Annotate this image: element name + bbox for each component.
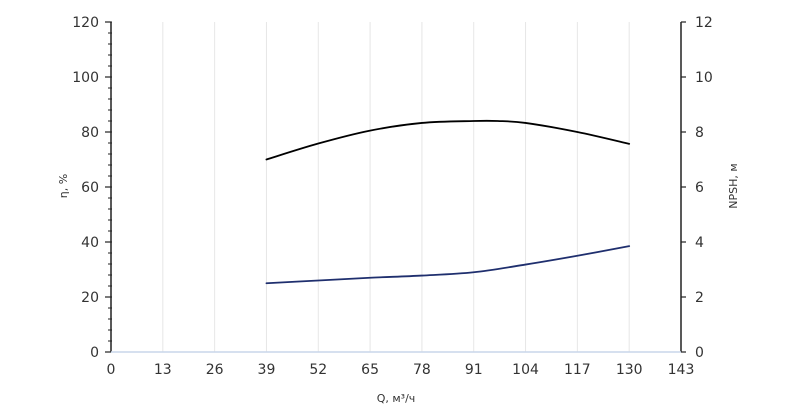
x-tick-label: 65 <box>361 362 379 378</box>
x-tick-label: 26 <box>206 362 224 378</box>
x-tick-label: 78 <box>413 362 431 378</box>
axes <box>105 21 686 353</box>
efficiency-curve <box>265 119 631 161</box>
x-tick-label: 52 <box>309 362 327 378</box>
y-tick-label: 0 <box>90 345 99 361</box>
y2-tick-label: 8 <box>695 125 704 141</box>
y-tick-label: 120 <box>72 15 99 31</box>
npsh-curve <box>265 245 631 285</box>
x-tick-label: 13 <box>154 362 172 378</box>
y2-tick-label: 4 <box>695 235 704 251</box>
x-tick-label: 0 <box>107 362 116 378</box>
x-tick-label: 143 <box>668 362 695 378</box>
y-tick-label: 40 <box>81 235 99 251</box>
y2-tick-label: 2 <box>695 290 704 306</box>
y-axis-title: η, % <box>57 174 70 198</box>
x-tick-label: 104 <box>512 362 539 378</box>
y2-tick-label: 6 <box>695 180 704 196</box>
x-tick-label: 91 <box>465 362 483 378</box>
x-tick-label: 117 <box>564 362 591 378</box>
grid <box>162 22 630 352</box>
y-tick-label: 60 <box>81 180 99 196</box>
tick-labels: 0 13 26 39 52 65 78 91 104 117 130 1430204060801001… <box>72 15 713 378</box>
y-tick-label: 80 <box>81 125 99 141</box>
x-tick-label: 130 <box>616 362 643 378</box>
y2-axis-title: NPSH, м <box>727 163 740 208</box>
series-group <box>265 119 631 285</box>
y2-tick-label: 12 <box>695 15 713 31</box>
x-axis-title: Q, м³/ч <box>377 392 416 405</box>
y2-tick-label: 0 <box>695 345 704 361</box>
y-tick-label: 100 <box>72 70 99 86</box>
y-tick-label: 20 <box>81 290 99 306</box>
x-tick-label: 39 <box>258 362 276 378</box>
y2-tick-label: 10 <box>695 70 713 86</box>
